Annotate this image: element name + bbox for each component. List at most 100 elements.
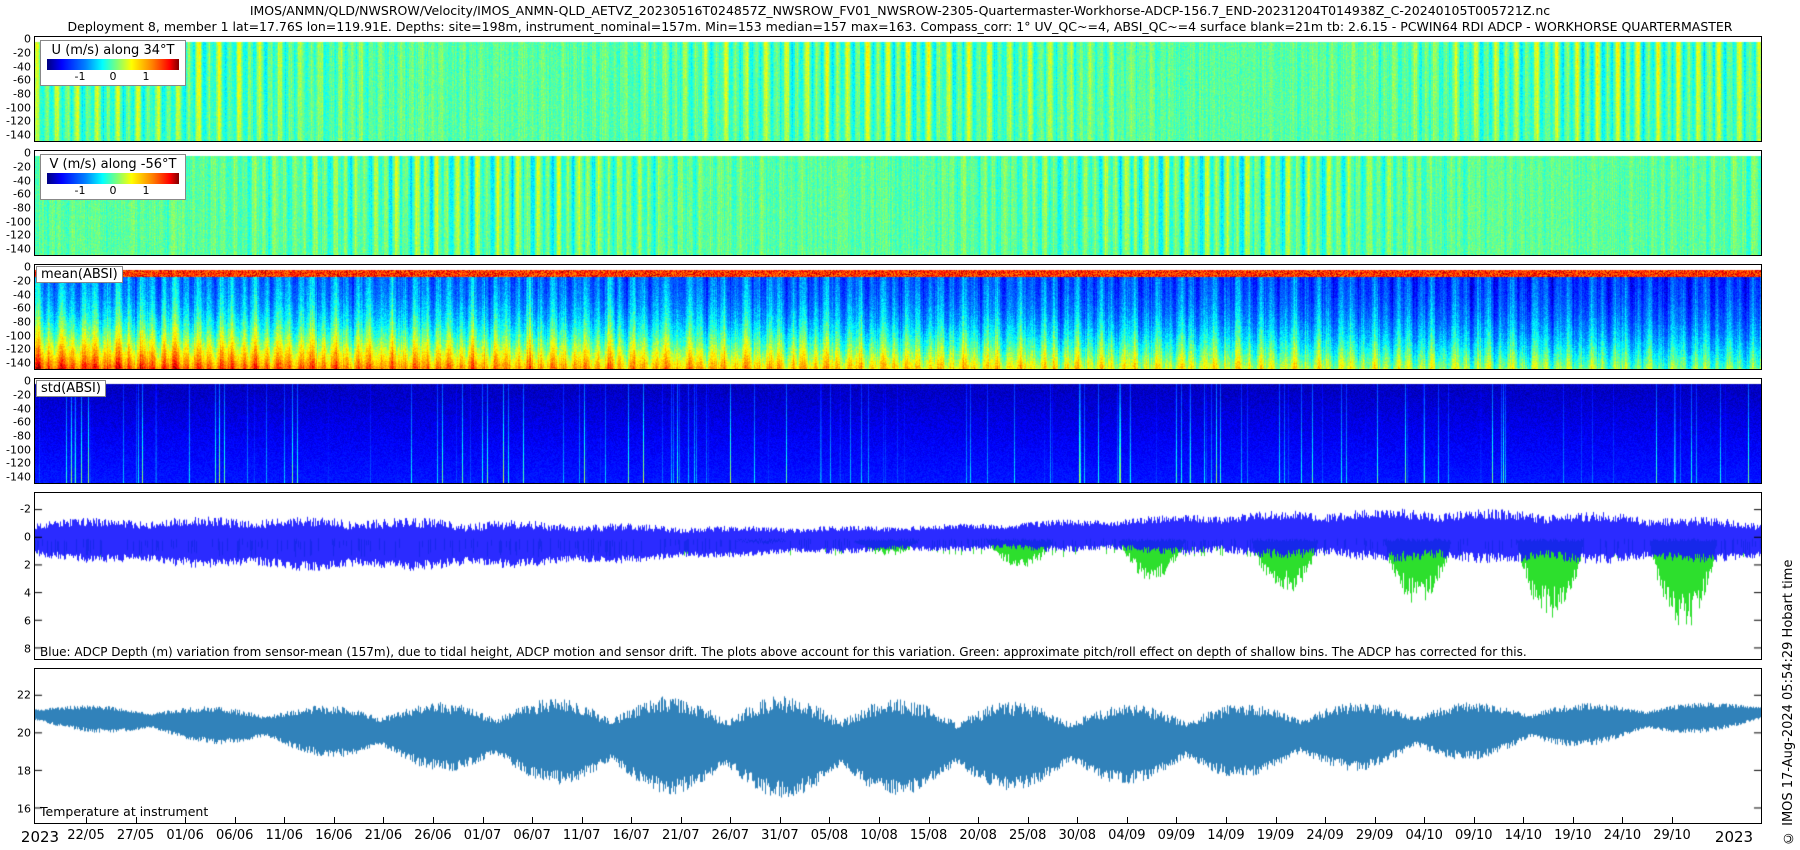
x-axis-tick-label: 31/07 xyxy=(761,828,799,843)
y-tick-label: 0 xyxy=(24,146,31,160)
y-axis-v-velocity: 0 -20 -40 -60 -80 -100 -120 -140 xyxy=(0,146,34,256)
x-tick-mark xyxy=(1473,817,1475,824)
x-tick-mark xyxy=(1672,817,1673,824)
x-axis-tick-label: 04/09 xyxy=(1108,828,1146,843)
x-axis-tick-label: 29/09 xyxy=(1355,828,1394,843)
x-tick-mark xyxy=(1622,817,1624,824)
x-tick-mark xyxy=(1027,817,1029,824)
panel-u-velocity[interactable] xyxy=(34,36,1762,142)
v-velocity-colorbar xyxy=(47,173,179,184)
x-axis-tick-label: 21/07 xyxy=(662,828,700,843)
y-tick-label: -120 xyxy=(6,114,31,128)
x-tick-mark xyxy=(1225,817,1227,824)
panel-std-absi[interactable] xyxy=(34,378,1762,484)
imos-credit-vertical: © IMOS 17-Aug-2024 05:54:29 Hobart time xyxy=(1781,559,1796,845)
x-tick-mark xyxy=(482,817,484,824)
panel-mean-absi[interactable] xyxy=(34,264,1762,370)
y-axis-std-absi: 0 -20 -40 -60 -80 -100 -120 -140 xyxy=(0,374,34,484)
y-tick-label: -100 xyxy=(6,215,31,229)
y-tick-label: 2 xyxy=(24,558,31,572)
y-tick-label: -140 xyxy=(6,470,31,484)
x-axis-tick-label: 11/07 xyxy=(562,828,601,843)
u-velocity-heatmap xyxy=(35,37,1761,141)
x-axis-tick-label: 10/08 xyxy=(860,828,898,843)
u-velocity-colorbar-ticks: -1 0 1 xyxy=(47,70,179,83)
y-tick-label: -100 xyxy=(6,101,31,115)
y-tick-label: 20 xyxy=(17,726,31,740)
deployment-metadata-title: Deployment 8, member 1 lat=17.76S lon=11… xyxy=(67,19,1733,34)
x-axis-tick-label: 22/05 xyxy=(67,828,105,843)
y-tick-label: -120 xyxy=(6,456,31,470)
cbtick-u-max: 1 xyxy=(142,70,150,83)
temperature-timeseries xyxy=(35,669,1761,823)
y-tick-label: -80 xyxy=(13,429,31,443)
panel-adcp-depth[interactable] xyxy=(34,492,1762,660)
x-tick-mark xyxy=(333,817,335,824)
u-velocity-legend: U (m/s) along 34°T -1 0 1 xyxy=(40,40,186,86)
cbtick-v-min: -1 xyxy=(74,184,86,197)
panel-temperature[interactable] xyxy=(34,668,1762,824)
y-tick-label: 6 xyxy=(24,614,31,628)
y-axis-temperature: 22 20 18 16 xyxy=(0,668,34,824)
x-axis-tick-label: 09/09 xyxy=(1157,828,1196,843)
y-tick-label: -100 xyxy=(6,329,31,343)
x-axis-tick-label: 27/05 xyxy=(116,828,155,843)
x-tick-mark xyxy=(1126,817,1128,824)
x-tick-mark xyxy=(829,817,831,824)
x-axis-tick-label: 29/10 xyxy=(1653,828,1691,843)
x-axis-year-start: 2023 xyxy=(20,828,60,846)
y-tick-label: -40 xyxy=(13,402,31,416)
y-tick-label: -2 xyxy=(20,502,31,516)
x-axis-tick-label: 06/07 xyxy=(513,828,551,843)
x-tick-mark xyxy=(978,817,980,824)
y-tick-label: -20 xyxy=(13,46,31,60)
y-tick-label: -20 xyxy=(13,160,31,174)
y-tick-label: 18 xyxy=(17,764,31,778)
y-tick-label: 16 xyxy=(17,802,31,816)
y-tick-label: -100 xyxy=(6,443,31,457)
x-axis-tick-label: 01/07 xyxy=(463,828,502,843)
y-tick-label: -60 xyxy=(13,73,31,87)
y-tick-label: -60 xyxy=(13,415,31,429)
x-axis-tick-label: 16/07 xyxy=(612,828,650,843)
x-axis-tick-label: 21/06 xyxy=(364,828,403,843)
x-axis-tick-label: 26/07 xyxy=(711,828,750,843)
x-tick-mark xyxy=(1424,817,1426,824)
x-tick-mark xyxy=(383,817,385,824)
adcp-depth-timeseries xyxy=(35,493,1761,659)
y-tick-label: 0 xyxy=(24,530,31,544)
y-axis-adcp-depth: -2 0 2 4 6 8 xyxy=(0,492,34,660)
x-tick-mark xyxy=(631,817,633,824)
y-tick-label: -80 xyxy=(13,315,31,329)
y-tick-label: -140 xyxy=(6,242,31,256)
u-velocity-legend-label: U (m/s) along 34°T xyxy=(51,43,175,58)
y-tick-label: 22 xyxy=(17,688,31,702)
cbtick-v-max: 1 xyxy=(142,184,150,197)
y-tick-label: -120 xyxy=(6,228,31,242)
x-tick-mark xyxy=(135,817,137,824)
std-absi-label: std(ABSI) xyxy=(36,380,106,397)
x-axis-tick-label: 14/09 xyxy=(1207,828,1245,843)
x-axis-tick-label: 09/10 xyxy=(1455,828,1493,843)
y-tick-label: -80 xyxy=(13,87,31,101)
u-velocity-colorbar xyxy=(47,59,179,70)
y-tick-label: -60 xyxy=(13,301,31,315)
x-axis-tick-label: 15/08 xyxy=(909,828,948,843)
x-axis-tick-label: 01/06 xyxy=(166,828,204,843)
x-tick-mark xyxy=(234,817,236,824)
x-tick-mark xyxy=(185,817,187,824)
y-tick-label: 0 xyxy=(24,374,31,388)
x-axis-tick-label: 25/08 xyxy=(1008,828,1047,843)
x-axis-tick-label: 19/10 xyxy=(1554,828,1592,843)
y-tick-label: -40 xyxy=(13,288,31,302)
x-axis-tick-label: 06/06 xyxy=(215,828,254,843)
y-tick-label: 4 xyxy=(24,586,31,600)
x-tick-mark xyxy=(86,817,87,824)
x-tick-mark xyxy=(432,817,434,824)
y-tick-label: 8 xyxy=(24,642,31,656)
y-tick-label: -80 xyxy=(13,201,31,215)
panel-v-velocity[interactable] xyxy=(34,150,1762,256)
y-tick-label: -140 xyxy=(6,356,31,370)
x-tick-mark xyxy=(730,817,732,824)
y-tick-label: -20 xyxy=(13,388,31,402)
